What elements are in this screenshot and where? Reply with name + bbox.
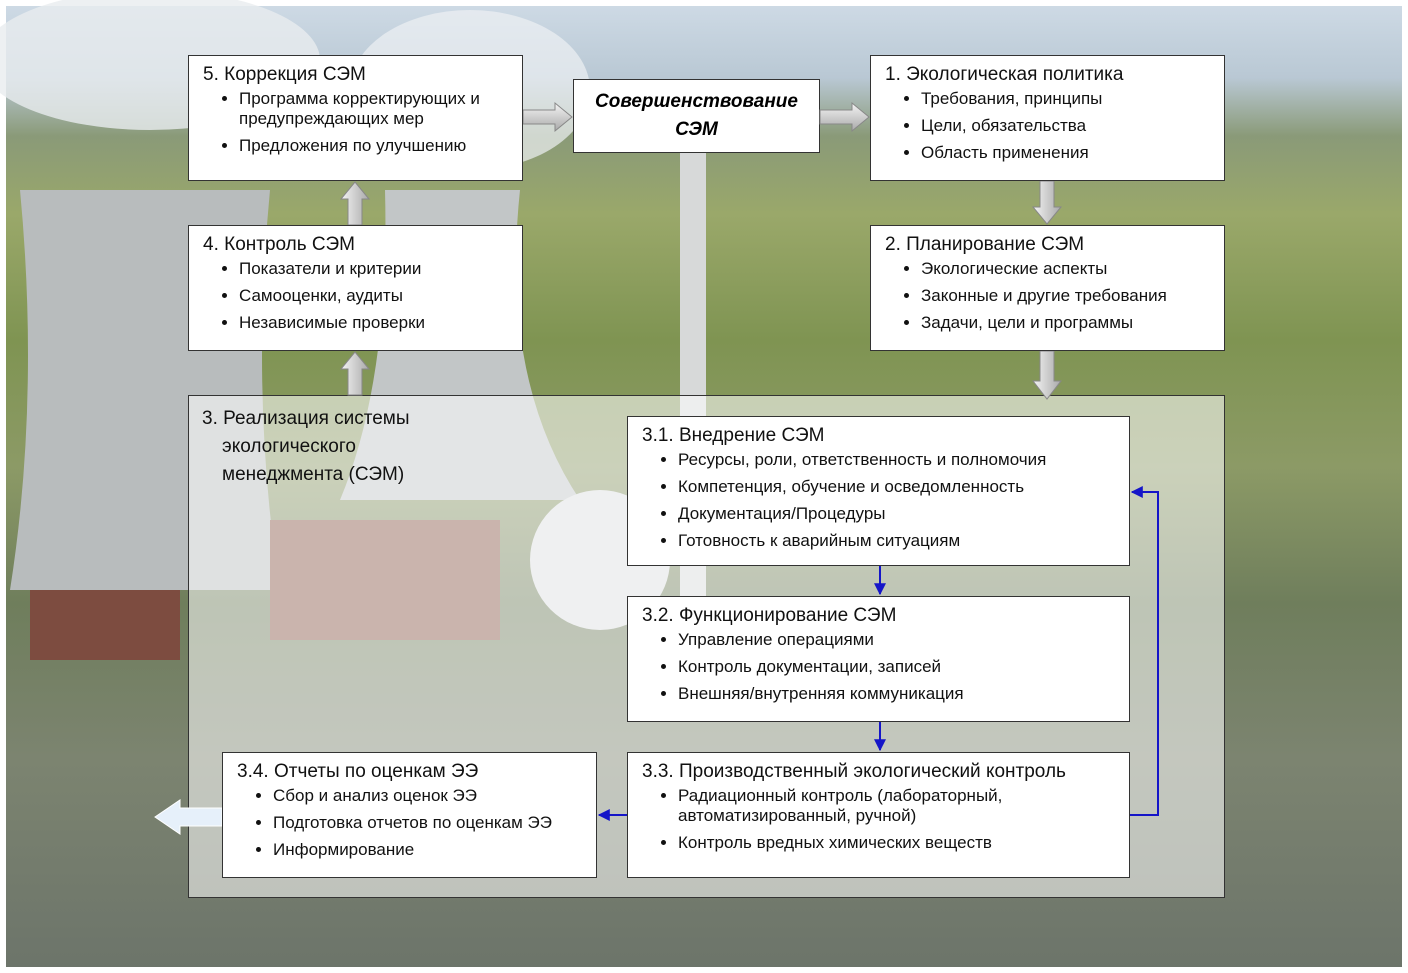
list-item: Предложения по улучшению bbox=[239, 136, 512, 156]
diagram: 3. Реализация системы экологического мен… bbox=[0, 0, 1408, 973]
process-box: 4. Контроль СЭМ Показатели и критерии Само… bbox=[188, 225, 523, 351]
list-item: Программа корректирующих и предупреждающ… bbox=[239, 89, 512, 129]
item-list: Ресурсы, роли, ответственность и полномо… bbox=[642, 450, 1119, 551]
box-title: 2. Планирование СЭМ bbox=[885, 234, 1214, 256]
item-list: Экологические аспекты Законные и другие т… bbox=[885, 259, 1214, 333]
box-title: 3.3. Производственный экологический конт… bbox=[642, 761, 1119, 783]
list-item: Информирование bbox=[273, 840, 586, 860]
list-item: Подготовка отчетов по оценкам ЭЭ bbox=[273, 813, 586, 833]
list-item: Управление операциями bbox=[678, 630, 1119, 650]
process-box: 3.2. Функционирование СЭМ Управление опер… bbox=[627, 596, 1130, 722]
box-title: 4. Контроль СЭМ bbox=[203, 234, 512, 256]
list-item: Экологические аспекты bbox=[921, 259, 1214, 279]
box-title: 3.2. Функционирование СЭМ bbox=[642, 605, 1119, 627]
process-box: 3.1. Внедрение СЭМ Ресурсы, роли, ответст… bbox=[627, 416, 1130, 566]
process-box: 3.4. Отчеты по оценкам ЭЭ Сбор и анализ о… bbox=[222, 752, 597, 878]
list-item: Показатели и критерии bbox=[239, 259, 512, 279]
list-item: Требования, принципы bbox=[921, 89, 1214, 109]
process-box: 1. Экологическая политика Требования, при… bbox=[870, 55, 1225, 181]
list-item: Независимые проверки bbox=[239, 313, 512, 333]
box-title: 1. Экологическая политика bbox=[885, 64, 1214, 86]
list-item: Область применения bbox=[921, 143, 1214, 163]
item-list: Сбор и анализ оценок ЭЭ Подготовка отчето… bbox=[237, 786, 586, 860]
list-item: Контроль вредных химических веществ bbox=[678, 833, 1119, 853]
list-item: Компетенция, обучение и осведомленность bbox=[678, 477, 1119, 497]
item-list: Управление операциями Контроль документац… bbox=[642, 630, 1119, 704]
item-list: Радиационный контроль (лабораторный, авт… bbox=[642, 786, 1119, 853]
process-box: 2. Планирование СЭМ Экологические аспекты… bbox=[870, 225, 1225, 351]
list-item: Самооценки, аудиты bbox=[239, 286, 512, 306]
list-item: Контроль документации, записей bbox=[678, 657, 1119, 677]
list-item: Цели, обязательства bbox=[921, 116, 1214, 136]
box-title: 3.1. Внедрение СЭМ bbox=[642, 425, 1119, 447]
list-item: Ресурсы, роли, ответственность и полномо… bbox=[678, 450, 1119, 470]
box-title: 5. Коррекция СЭМ bbox=[203, 64, 512, 86]
list-item: Законные и другие требования bbox=[921, 286, 1214, 306]
list-item: Документация/Процедуры bbox=[678, 504, 1119, 524]
process-box: 5. Коррекция СЭМ Программа корректирующих… bbox=[188, 55, 523, 181]
list-item: Радиационный контроль (лабораторный, авт… bbox=[678, 786, 1119, 826]
list-item: Задачи, цели и программы bbox=[921, 313, 1214, 333]
process-box: 3.3. Производственный экологический конт… bbox=[627, 752, 1130, 878]
item-list: Показатели и критерии Самооценки, аудиты Н… bbox=[203, 259, 512, 333]
item-list: Требования, принципы Цели, обязательства О… bbox=[885, 89, 1214, 163]
item-list: Программа корректирующих и предупреждающ… bbox=[203, 89, 512, 156]
box-title: 3.4. Отчеты по оценкам ЭЭ bbox=[237, 761, 586, 783]
list-item: Готовность к аварийным ситуациям bbox=[678, 531, 1119, 551]
list-item: Сбор и анализ оценок ЭЭ bbox=[273, 786, 586, 806]
list-item: Внешняя/внутренняя коммуникация bbox=[678, 684, 1119, 704]
